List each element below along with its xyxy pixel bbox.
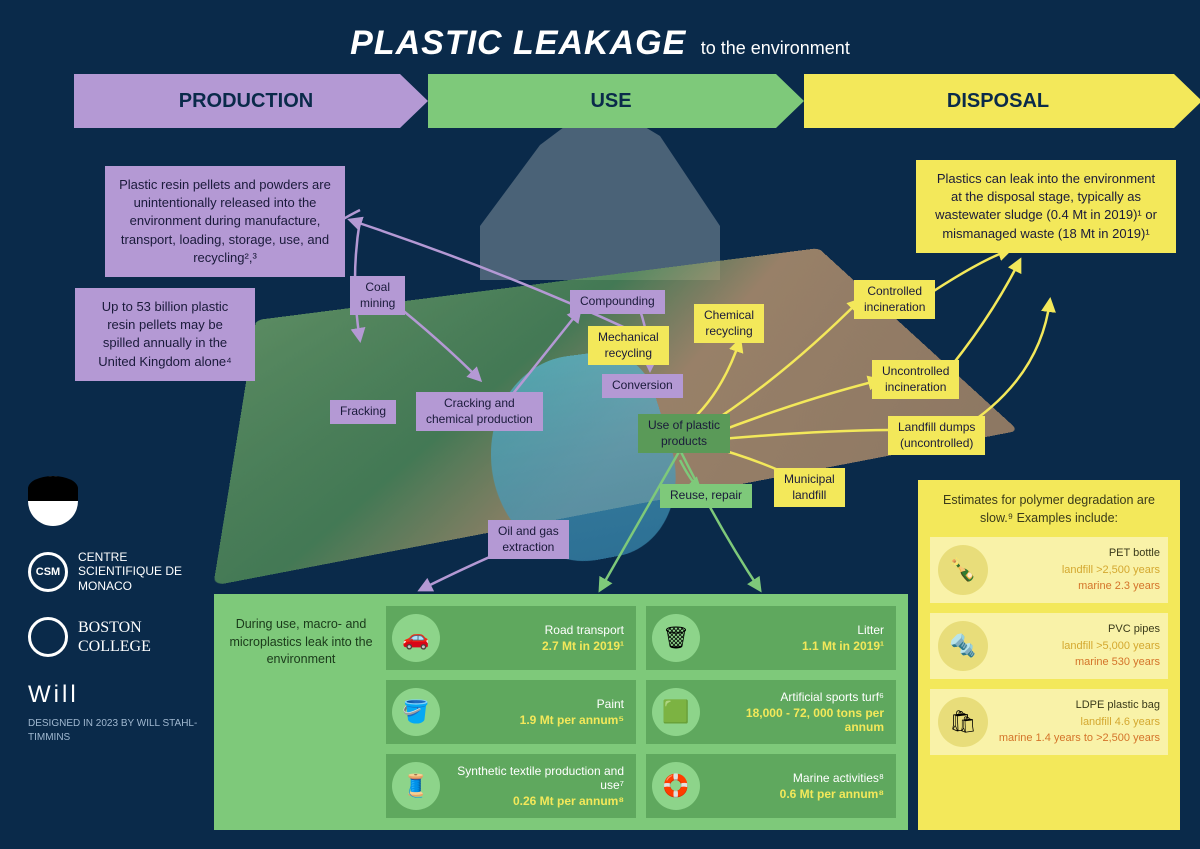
csm-icon: CSM: [28, 552, 68, 592]
use-card-0: 🚗 Road transport 2.7 Mt in 2019¹: [386, 606, 636, 670]
textbox-prod_sub: Up to 53 billion plastic resin pellets m…: [75, 288, 255, 381]
degrade-icon: 🔩: [938, 621, 988, 671]
degrade-name: LDPE plastic bag: [996, 697, 1160, 714]
use-value: 18,000 - 72, 000 tons per annum: [708, 706, 884, 734]
label-mechrec: Mechanicalrecycling: [588, 326, 669, 365]
logo-csm: CSM CENTRE SCIENTIFIQUE DE MONACO: [28, 550, 198, 593]
degrade-card-1: 🔩 PVC pipeslandfill >5,000 yearsmarine 53…: [930, 613, 1168, 679]
degrade-icon: 🍾: [938, 545, 988, 595]
logo-bc: BOSTON COLLEGE: [28, 617, 198, 657]
degrade-marine: marine 2.3 years: [996, 578, 1160, 595]
use-label: Artificial sports turf⁶: [708, 690, 884, 704]
stage-use: USE: [428, 74, 804, 128]
logo-minderoo: [28, 476, 198, 526]
label-chemrec: Chemicalrecycling: [694, 304, 764, 343]
use-label: Road transport: [448, 623, 624, 637]
title-main: PLASTIC LEAKAGE: [350, 24, 686, 63]
label-cracking: Cracking andchemical production: [416, 392, 543, 431]
label-landfill: Landfill dumps(uncontrolled): [888, 416, 985, 455]
use-value: 1.9 Mt per annum⁵: [448, 713, 624, 727]
csm-text: CENTRE SCIENTIFIQUE DE MONACO: [78, 550, 198, 593]
degrade-head: Estimates for polymer degradation are sl…: [930, 492, 1168, 527]
use-label: Synthetic textile production and use⁷: [448, 764, 624, 793]
use-grid: 🚗 Road transport 2.7 Mt in 2019¹ 🗑 Litter 1.1…: [386, 606, 896, 818]
textbox-prod_main: Plastic resin pellets and powders are un…: [105, 166, 345, 277]
use-label: Marine activities⁸: [708, 771, 884, 785]
use-value: 0.6 Mt per annum⁸: [708, 787, 884, 801]
degrade-landfill: landfill 4.6 years: [996, 714, 1160, 731]
use-icon: 🚗: [392, 614, 440, 662]
use-card-1: 🗑 Litter 1.1 Mt in 2019¹: [646, 606, 896, 670]
label-compounding: Compounding: [570, 290, 665, 314]
use-icon: 🟩: [652, 688, 700, 736]
stage-disposal: DISPOSAL: [804, 74, 1200, 128]
use-card-4: 🧵 Synthetic textile production and use⁷0.…: [386, 754, 636, 818]
use-intro: During use, macro- and microplastics lea…: [226, 606, 376, 818]
logos: CSM CENTRE SCIENTIFIQUE DE MONACO BOSTON…: [28, 476, 198, 745]
designer-credit: DESIGNED IN 2023 BY WILL STAHL-TIMMINS: [28, 717, 198, 745]
label-munland: Municipallandfill: [774, 468, 845, 507]
label-useofplastic: Use of plasticproducts: [638, 414, 730, 453]
title: PLASTIC LEAKAGE to the environment: [0, 24, 1200, 63]
use-icon: 🪣: [392, 688, 440, 736]
stage-arrows: PRODUCTION USE DISPOSAL: [74, 74, 1200, 128]
degrade-icon: 🛍: [938, 697, 988, 747]
title-sub: to the environment: [701, 38, 850, 59]
bc-icon: [28, 617, 68, 657]
use-icon: 🧵: [392, 762, 440, 810]
label-ctrlinc: Controlledincineration: [854, 280, 935, 319]
use-icon: 🛟: [652, 762, 700, 810]
use-value: 0.26 Mt per annum⁸: [448, 794, 624, 808]
degrade-marine: marine 530 years: [996, 654, 1160, 671]
use-panel: During use, macro- and microplastics lea…: [214, 594, 908, 830]
degrade-panel: Estimates for polymer degradation are sl…: [918, 480, 1180, 830]
label-oilgas: Oil and gasextraction: [488, 520, 569, 559]
use-value: 2.7 Mt in 2019¹: [448, 639, 624, 653]
degrade-name: PVC pipes: [996, 621, 1160, 638]
degrade-landfill: landfill >2,500 years: [996, 562, 1160, 579]
label-unctrlinc: Uncontrolledincineration: [872, 360, 959, 399]
use-label: Paint: [448, 697, 624, 711]
degrade-card-2: 🛍 LDPE plastic baglandfill 4.6 yearsmarin…: [930, 689, 1168, 755]
use-value: 1.1 Mt in 2019¹: [708, 639, 884, 653]
use-icon: 🗑: [652, 614, 700, 662]
use-label: Litter: [708, 623, 884, 637]
degrade-card-0: 🍾 PET bottlelandfill >2,500 yearsmarine 2…: [930, 537, 1168, 603]
label-conversion: Conversion: [602, 374, 683, 398]
minderoo-icon: [28, 476, 78, 526]
logo-will: Will: [28, 681, 198, 709]
use-card-5: 🛟 Marine activities⁸ 0.6 Mt per annum⁸: [646, 754, 896, 818]
degrade-landfill: landfill >5,000 years: [996, 638, 1160, 655]
label-reuse: Reuse, repair: [660, 484, 752, 508]
degrade-name: PET bottle: [996, 545, 1160, 562]
use-card-3: 🟩 Artificial sports turf⁶ 18,000 - 72, 000…: [646, 680, 896, 744]
label-coal: Coalmining: [350, 276, 405, 315]
stage-production: PRODUCTION: [74, 74, 428, 128]
label-fracking: Fracking: [330, 400, 396, 424]
use-card-2: 🪣 Paint 1.9 Mt per annum⁵: [386, 680, 636, 744]
degrade-marine: marine 1.4 years to >2,500 years: [996, 730, 1160, 747]
bc-text: BOSTON COLLEGE: [78, 618, 198, 656]
textbox-disp_main: Plastics can leak into the environment a…: [916, 160, 1176, 253]
